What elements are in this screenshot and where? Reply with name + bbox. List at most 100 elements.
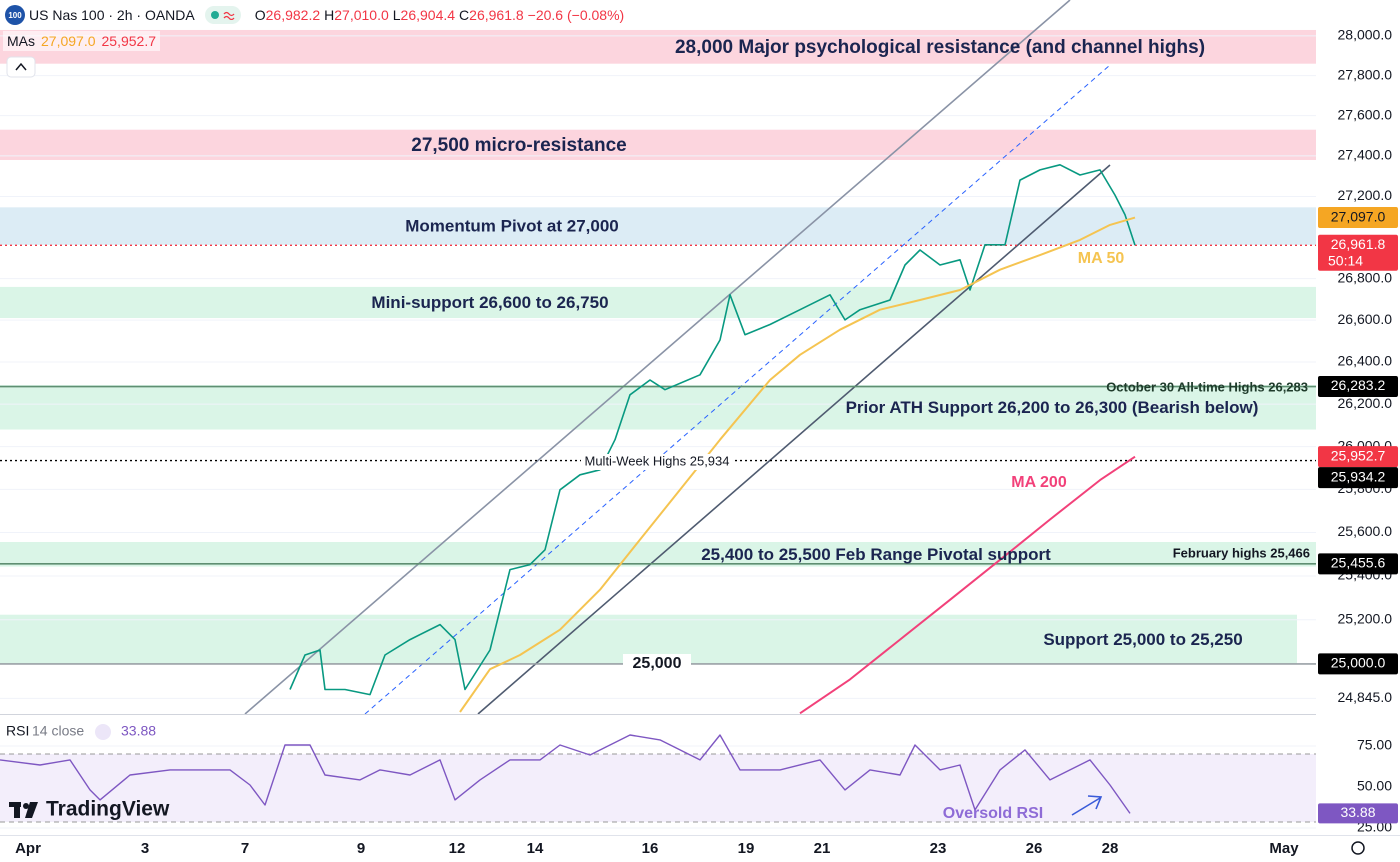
x-tick-label: 16 [642, 840, 659, 857]
x-tick-label: 28 [1102, 840, 1119, 857]
mas-label: MAs [7, 33, 35, 49]
zone-label: 27,500 micro-resistance [411, 135, 626, 156]
ohlc-key: C [459, 7, 470, 23]
brand-name: TradingView [46, 798, 170, 821]
ohlc-value: 26,904.4 [400, 7, 456, 23]
rsi-tag-label: 33.88 [1340, 804, 1375, 820]
x-tick-label: 3 [141, 840, 149, 857]
x-tick-label: May [1269, 840, 1299, 857]
annotation: February highs 25,466 [1173, 545, 1310, 560]
mas-legend: MAs 27,097.0 25,952.7 [3, 31, 160, 51]
rsi-band [0, 754, 1316, 822]
rsi-title: RSI [6, 723, 29, 739]
price-tag [1318, 653, 1398, 675]
price-tag-label: 27,097.0 [1331, 208, 1386, 224]
change: −20.6 (−0.08%) [527, 7, 625, 23]
ohlc-key: O [254, 7, 266, 23]
status-dot [210, 11, 219, 19]
price-tag-label: 26,961.8 [1331, 236, 1386, 252]
zone-label: Mini-support 26,600 to 26,750 [371, 293, 608, 312]
zone-label: 28,000 Major psychological resistance (a… [675, 37, 1205, 58]
x-tick-label: 9 [357, 840, 365, 857]
rsi-tick-label: 75.00 [1357, 737, 1392, 753]
price-tag-label: 26,283.2 [1331, 377, 1386, 393]
ohlc-key: H [324, 7, 335, 23]
status-wave [223, 11, 235, 20]
price-tag [1318, 376, 1398, 398]
collapse-icon [15, 62, 27, 71]
x-tick-label: 26 [1026, 840, 1043, 857]
price-tag [1318, 234, 1398, 271]
x-tick-label: 14 [527, 840, 544, 857]
price-tag [1318, 553, 1398, 575]
price-axis-bg [1316, 0, 1400, 862]
y-tick-label: 25,600.0 [1338, 523, 1393, 539]
countdown: 50:14 [1328, 252, 1363, 268]
brand-logo [23, 803, 29, 809]
x-tick-label: 12 [449, 840, 466, 857]
series-line [289, 164, 1136, 696]
series-line [459, 216, 1136, 713]
annotation-bg [581, 454, 733, 470]
y-tick-label: 24,845.0 [1338, 689, 1393, 705]
channel-upper [244, 0, 1071, 715]
rsi-tag [1318, 803, 1398, 824]
y-tick-label: 26,400.0 [1338, 353, 1393, 369]
y-tick-label: 27,200.0 [1338, 187, 1393, 203]
symbol-logo: 100 [5, 5, 25, 25]
y-tick-label: 27,400.0 [1338, 147, 1393, 163]
rsi-arrow [1071, 795, 1103, 816]
rsi-params: 14 close [32, 723, 84, 739]
rsi-tick-label: 50.00 [1357, 778, 1392, 794]
series [0, 164, 1136, 814]
zone [0, 542, 1316, 567]
y-tick-label: 27,800.0 [1338, 66, 1393, 82]
ohlc-value: 26,982.2 [265, 7, 321, 23]
symbol[interactable]: US Nas 100 · 2h · OANDA [29, 7, 195, 23]
ohlc-value: 26,961.8 [469, 7, 524, 23]
price-tag-label: 25,934.2 [1331, 468, 1386, 484]
brand-logo [14, 802, 20, 818]
y-tick-label: 28,000.0 [1338, 27, 1393, 43]
price-tag [1318, 207, 1398, 229]
brand: TradingView [9, 798, 170, 821]
annotation: Multi-Week Highs 25,934 [585, 453, 730, 468]
series-line [799, 455, 1136, 715]
zone-label: Support 25,000 to 25,250 [1043, 630, 1242, 649]
zone-label: 25,400 to 25,500 Feb Range Pivotal suppo… [701, 545, 1051, 564]
annotation: October 30 All-time Highs 26,283 [1106, 379, 1308, 394]
zone [0, 286, 1316, 319]
annotation-bg [623, 654, 691, 674]
zone [0, 207, 1316, 245]
y-tick-label: 27,600.0 [1338, 106, 1393, 122]
price-tag-label: 25,455.6 [1331, 555, 1386, 571]
price-tag [1318, 467, 1398, 489]
brand-logo [25, 802, 38, 818]
ohlc: O26,982.2 H27,010.0 L26,904.4 C26,961.8 [251, 7, 524, 23]
rsi-value: 33.88 [121, 723, 156, 739]
rsi-header: RSI 14 close 33.88 [6, 723, 156, 740]
ma-value: 25,952.7 [101, 33, 157, 49]
zone-label: Momentum Pivot at 27,000 [405, 217, 619, 236]
price-tag-label: 25,952.7 [1331, 447, 1386, 463]
ohlc-key: L [392, 7, 401, 23]
y-tick-label: 25,200.0 [1338, 610, 1393, 626]
status-pill[interactable] [204, 6, 241, 24]
y-tick-label: 26,800.0 [1338, 269, 1393, 285]
series-line [0, 734, 1131, 814]
x-tick-label: 23 [930, 840, 947, 857]
zone-label: Prior ATH Support 26,200 to 26,300 (Bear… [846, 398, 1259, 417]
settings-icon[interactable] [1351, 841, 1365, 855]
x-tick-label: 7 [241, 840, 249, 857]
x-tick-label: 19 [738, 840, 755, 857]
ma-value: 27,097.0 [41, 33, 96, 49]
collapse-button[interactable] [6, 56, 36, 78]
zone [0, 129, 1316, 160]
rsi-icon[interactable] [95, 724, 111, 740]
ohlc-value: 27,010.0 [334, 7, 389, 23]
x-tick-label: 21 [814, 840, 831, 857]
zones [0, 29, 1316, 664]
